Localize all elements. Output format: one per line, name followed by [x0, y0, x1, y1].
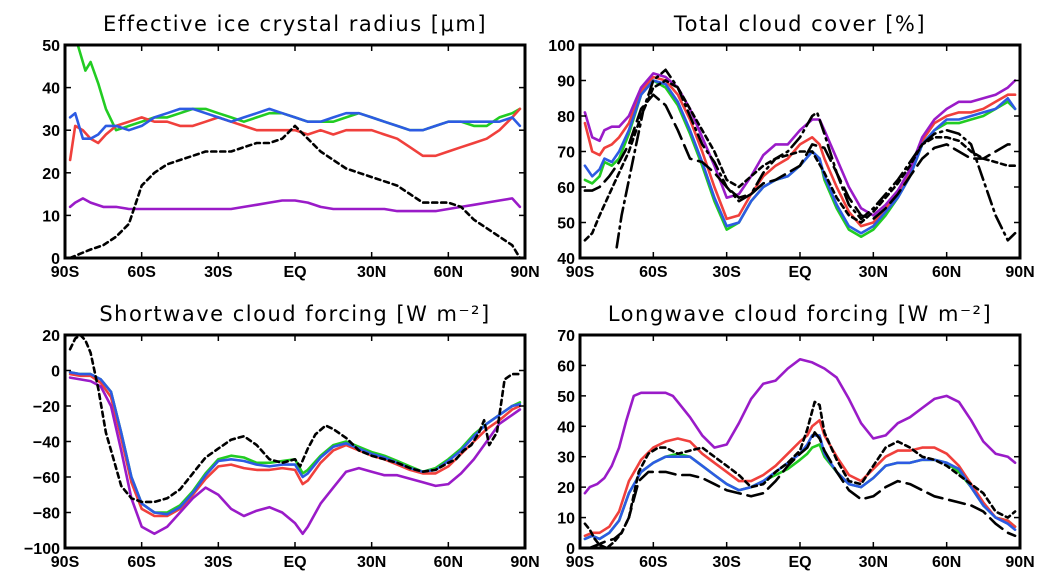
- series-line-black-short-dash: [583, 79, 1017, 242]
- y-tick-label: −100: [24, 541, 60, 558]
- panel-shortwave-forcing: Shortwave cloud forcing [W m⁻²] 90S 60S 30S…: [24, 302, 540, 571]
- y-tick-label: 70: [557, 328, 575, 345]
- series-line-black-long-dash: [583, 93, 1017, 221]
- y-tick-label: 0: [51, 364, 60, 381]
- x-tick-label: 30N: [357, 554, 386, 571]
- x-tick-label: 60S: [639, 554, 668, 571]
- series-line-black-short-dash: [583, 400, 1017, 548]
- x-tick-label: 90S: [51, 264, 80, 281]
- x-tick-label: 60N: [932, 554, 961, 571]
- series-group: [68, 335, 522, 536]
- series-line-black-dash-dot: [615, 68, 1017, 249]
- plot-frame: [63, 43, 527, 260]
- y-tick-label: 100: [548, 38, 575, 55]
- series-group: [68, 45, 522, 258]
- panel-longwave-forcing: Longwave cloud forcing [W m⁻²] 90S 60S 30S E…: [557, 302, 1034, 571]
- y-tick-label: 10: [557, 511, 575, 528]
- chart-title: Total cloud cover [%]: [673, 12, 926, 36]
- x-tick-label: 90N: [1005, 554, 1034, 571]
- series-line-blue: [583, 79, 1017, 235]
- series-line-black-short-dash: [68, 124, 522, 258]
- chart-title: Shortwave cloud forcing [W m⁻²]: [99, 302, 490, 326]
- series-group: [583, 68, 1017, 249]
- y-tick-label: 60: [557, 358, 575, 375]
- x-tick-label: EQ: [283, 264, 306, 281]
- x-tick-label: 30S: [712, 264, 741, 281]
- x-tick-label: 30S: [712, 554, 741, 571]
- x-tick-label: 90N: [510, 264, 539, 281]
- y-tick-label: 70: [557, 145, 575, 162]
- plot-frame: [63, 333, 527, 550]
- x-tick-label: 60S: [639, 264, 668, 281]
- series-line-red: [68, 372, 522, 518]
- x-tick-label: 90S: [566, 554, 595, 571]
- x-tick-label: 90N: [1005, 264, 1034, 281]
- series-line-black-short-dash: [68, 335, 522, 504]
- series-line-green: [583, 79, 1017, 238]
- x-tick-label: 90N: [510, 554, 539, 571]
- y-tick-label: 0: [51, 251, 60, 268]
- series-line-blue: [68, 370, 522, 516]
- y-tick-label: 40: [557, 419, 575, 436]
- series-line-red: [583, 418, 1017, 538]
- x-tick-label: EQ: [788, 554, 811, 571]
- x-tick-label: 30S: [204, 264, 233, 281]
- series-line-purple: [583, 72, 1017, 217]
- series-line-purple: [68, 197, 522, 213]
- panel-ice-radius: Effective ice crystal radius [μm] 90S 60S 3…: [42, 12, 539, 281]
- series-line-purple: [68, 376, 522, 536]
- y-tick-label: −40: [33, 435, 60, 452]
- x-tick-label: 60S: [127, 264, 156, 281]
- panel-cloud-cover: Total cloud cover [%] 90S 60S 30S EQ 30N 60N 90…: [548, 12, 1034, 281]
- y-tick-label: 60: [557, 180, 575, 197]
- y-tick-label: 30: [42, 123, 60, 140]
- y-tick-label: 40: [557, 251, 575, 268]
- y-tick-label: 90: [557, 74, 575, 91]
- y-tick-label: 40: [42, 81, 60, 98]
- y-tick-label: 20: [42, 328, 60, 345]
- x-tick-label: 90S: [51, 554, 80, 571]
- y-tick-label: 50: [557, 389, 575, 406]
- x-tick-label: 90S: [566, 264, 595, 281]
- y-tick-label: 80: [557, 109, 575, 126]
- x-tick-label: 30S: [204, 554, 233, 571]
- y-tick-label: 20: [42, 166, 60, 183]
- series-line-red: [68, 107, 522, 162]
- y-tick-label: 0: [566, 541, 575, 558]
- y-tick-label: 50: [557, 216, 575, 233]
- x-tick-label: EQ: [788, 264, 811, 281]
- x-tick-label: 60N: [932, 264, 961, 281]
- x-tick-label: 60N: [434, 264, 463, 281]
- y-tick-label: 20: [557, 480, 575, 497]
- y-tick-label: 30: [557, 450, 575, 467]
- y-tick-label: 10: [42, 208, 60, 225]
- x-tick-label: 60S: [127, 554, 156, 571]
- series-line-blue: [68, 107, 522, 140]
- x-tick-label: 30N: [357, 264, 386, 281]
- y-tick-label: 50: [42, 38, 60, 55]
- series-group: [583, 357, 1017, 548]
- y-tick-label: −80: [33, 506, 60, 523]
- x-tick-label: 30N: [859, 264, 888, 281]
- x-tick-label: EQ: [283, 554, 306, 571]
- chart-title: Effective ice crystal radius [μm]: [103, 12, 487, 36]
- series-line-red: [583, 75, 1017, 228]
- series-line-black-long-dash: [588, 431, 1017, 548]
- y-tick-label: −20: [33, 399, 60, 416]
- series-line-purple: [583, 357, 1017, 495]
- chart-title: Longwave cloud forcing [W m⁻²]: [608, 302, 992, 326]
- x-tick-label: 30N: [859, 554, 888, 571]
- x-tick-label: 60N: [434, 554, 463, 571]
- y-tick-label: −60: [33, 470, 60, 487]
